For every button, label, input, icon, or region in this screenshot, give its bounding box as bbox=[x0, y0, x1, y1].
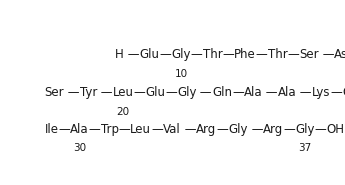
Text: —: — bbox=[134, 86, 145, 99]
Text: Glu: Glu bbox=[140, 48, 160, 61]
Text: —: — bbox=[181, 122, 196, 136]
Text: Arg: Arg bbox=[263, 122, 284, 136]
Text: —: — bbox=[319, 48, 334, 61]
Text: Ile: Ile bbox=[45, 122, 58, 136]
Text: Leu: Leu bbox=[130, 122, 151, 136]
Text: —: — bbox=[248, 122, 263, 136]
Text: Val: Val bbox=[163, 122, 181, 136]
Text: —: — bbox=[165, 86, 177, 99]
Text: Phe: Phe bbox=[234, 48, 256, 61]
Text: Thr: Thr bbox=[268, 48, 287, 61]
Text: —: — bbox=[191, 48, 203, 61]
Text: Arg: Arg bbox=[196, 122, 217, 136]
Text: —: — bbox=[124, 48, 140, 61]
Text: —: — bbox=[331, 86, 342, 99]
Text: —: — bbox=[89, 122, 101, 136]
Text: —: — bbox=[217, 122, 228, 136]
Text: —: — bbox=[256, 48, 268, 61]
Text: Tyr: Tyr bbox=[80, 86, 97, 99]
Text: —: — bbox=[232, 86, 244, 99]
Text: Lys: Lys bbox=[312, 86, 331, 99]
Text: OH: OH bbox=[327, 122, 345, 136]
Text: —: — bbox=[160, 48, 171, 61]
Text: —: — bbox=[262, 86, 278, 99]
Text: —: — bbox=[58, 122, 70, 136]
Text: Gly: Gly bbox=[171, 48, 191, 61]
Text: Thr: Thr bbox=[203, 48, 222, 61]
Text: Ala: Ala bbox=[244, 86, 262, 99]
Text: Trp: Trp bbox=[101, 122, 119, 136]
Text: H: H bbox=[115, 48, 124, 61]
Text: Leu: Leu bbox=[112, 86, 134, 99]
Text: Ala: Ala bbox=[70, 122, 89, 136]
Text: —: — bbox=[97, 86, 112, 99]
Text: —: — bbox=[151, 122, 163, 136]
Text: Ala: Ala bbox=[278, 86, 296, 99]
Text: —: — bbox=[284, 122, 295, 136]
Text: —: — bbox=[315, 122, 327, 136]
Text: —: — bbox=[196, 86, 212, 99]
Text: Ser: Ser bbox=[45, 86, 64, 99]
Text: 20: 20 bbox=[116, 107, 129, 117]
Text: Glu: Glu bbox=[342, 86, 345, 99]
Text: 37: 37 bbox=[298, 143, 312, 153]
Text: Gln: Gln bbox=[212, 86, 232, 99]
Text: Gly: Gly bbox=[228, 122, 248, 136]
Text: —: — bbox=[119, 122, 130, 136]
Text: Ser: Ser bbox=[299, 48, 319, 61]
Text: Asp: Asp bbox=[334, 48, 345, 61]
Text: Glu: Glu bbox=[145, 86, 165, 99]
Text: —: — bbox=[296, 86, 312, 99]
Text: 30: 30 bbox=[73, 143, 86, 153]
Text: —: — bbox=[287, 48, 299, 61]
Text: —: — bbox=[222, 48, 234, 61]
Text: 10: 10 bbox=[175, 69, 188, 79]
Text: Gly: Gly bbox=[177, 86, 196, 99]
Text: —: — bbox=[64, 86, 80, 99]
Text: Gly: Gly bbox=[295, 122, 315, 136]
